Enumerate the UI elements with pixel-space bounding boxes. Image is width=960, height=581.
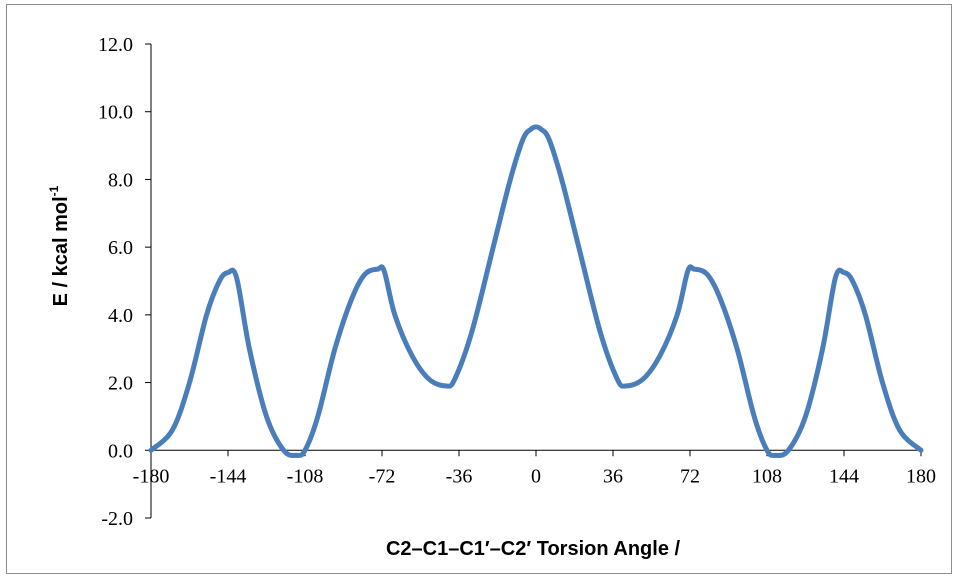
labels: C2–C1–C1′–C2′ Torsion Angle / E / kcal m… [47, 185, 680, 560]
x-tick-label: -36 [446, 465, 473, 487]
x-axis-title: C2–C1–C1′–C2′ Torsion Angle / [386, 538, 681, 560]
x-tick-label: 72 [680, 465, 700, 487]
x-tick-label: 144 [829, 465, 859, 487]
x-tick-label: 0 [531, 465, 541, 487]
x-tick-label: -108 [287, 465, 324, 487]
x-tick-label: -144 [210, 465, 247, 487]
y-axis-title: E / kcal mol-1 [47, 185, 72, 306]
y-tick-label: 10.0 [98, 102, 133, 124]
y-axis-title-superscript: -1 [47, 185, 61, 196]
series-line [148, 124, 924, 458]
x-tick-label: -180 [133, 465, 170, 487]
chart-frame [6, 4, 952, 574]
x-tick-label: 108 [752, 465, 782, 487]
y-axis-title-main: E / kcal mol [50, 196, 72, 306]
y-tick-label: 0.0 [108, 440, 133, 462]
y-tick-label: 2.0 [108, 373, 133, 395]
y-tick-label: -2.0 [101, 508, 133, 530]
x-tick-label: 180 [906, 465, 936, 487]
y-tick-label: 8.0 [108, 169, 133, 191]
plot-area [148, 124, 924, 458]
axes: -2.0 0.0 2.0 4.0 6.0 8.0 10.0 12.0 -180 -144 -108 -… [98, 34, 936, 530]
x-tick-label: 36 [603, 465, 623, 487]
y-tick-label: 6.0 [108, 237, 133, 259]
y-tick-label: 4.0 [108, 305, 133, 327]
y-tick-label: 12.0 [98, 34, 133, 56]
x-tick-label: -72 [369, 465, 396, 487]
